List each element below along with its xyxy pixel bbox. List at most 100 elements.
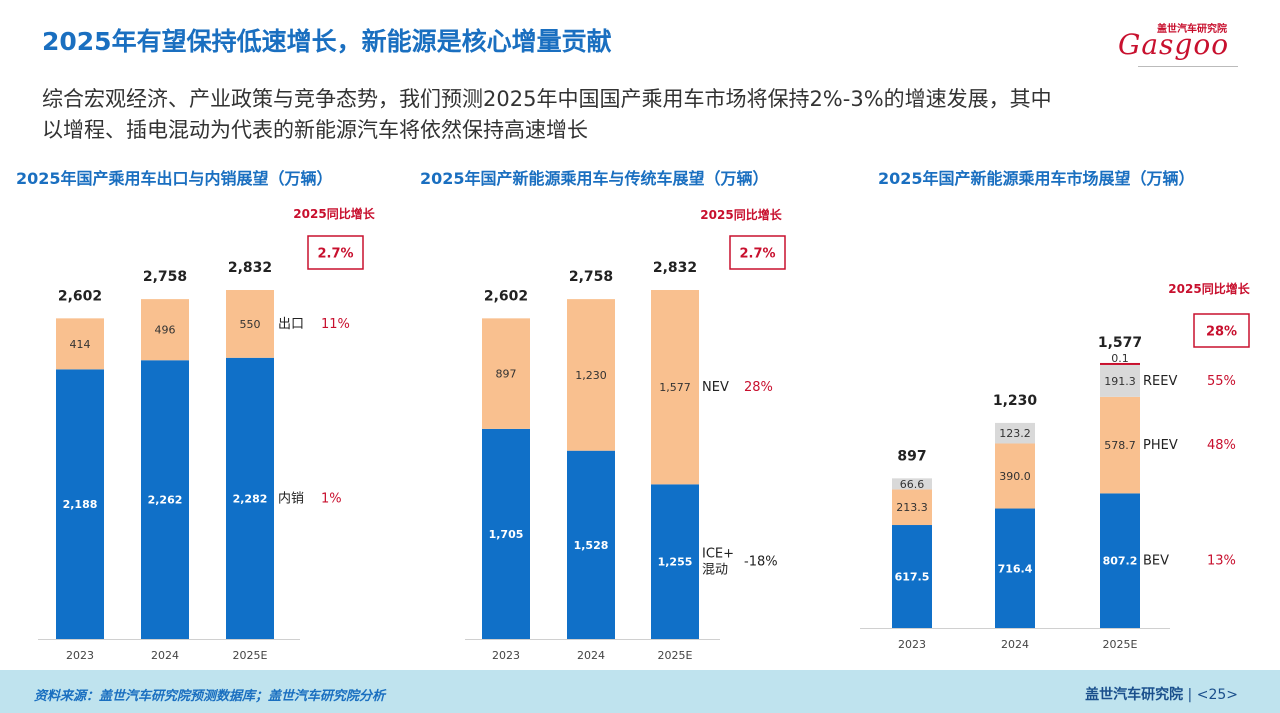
chart-2-tick-2023: 2023	[492, 649, 520, 662]
chart-3-growth-REEV: 55%	[1207, 374, 1236, 389]
chart-3-label-BEV-2023: 617.5	[895, 571, 930, 584]
chart-3-label-REEV-2024: 123.2	[999, 427, 1031, 440]
chart-2-tick-2024: 2024	[577, 649, 605, 662]
chart-3-total-2025E: 1,577	[1098, 335, 1142, 351]
chart-2-bar-ICE+混动-2023	[482, 428, 530, 639]
charts-canvas: 2,188 414 2,602 2023 2,262 496 2,758 2024 2,282 5…	[38, 206, 1251, 662]
chart-2-bar-NEV-2025E	[651, 290, 699, 485]
chart-3-title: 2025年国产新能源乘用车市场展望（万辆）	[878, 169, 1195, 188]
footer-bar: 资料来源：盖世汽车研究院预测数据库；盖世汽车研究院分析 盖世汽车研究院 | <2…	[0, 670, 1280, 713]
chart-3-bar-REEV-2023	[892, 478, 932, 490]
chart-1-title: 2025年国产乘用车出口与内销展望（万辆）	[16, 169, 333, 188]
chart-2-label-NEV-2024: 1,230	[575, 369, 607, 382]
chart-1-label-出口-2024: 496	[155, 324, 176, 337]
footer-org: 盖世汽车研究院	[1085, 687, 1184, 703]
chart-3-label-BEV-2024: 716.4	[998, 562, 1033, 575]
chart-2-yoy-title: 2025同比增长	[700, 207, 782, 222]
subtitle-line-1: 综合宏观经济、产业政策与竞争态势，我们预测2025年中国国产乘用车市场将保持2%…	[42, 87, 1052, 111]
chart-3-label-BEV-2025E: 807.2	[1103, 555, 1138, 568]
chart-1-label-内销-2023: 2,188	[63, 498, 98, 511]
chart-2-bar-NEV-2024	[567, 299, 615, 451]
chart-3-label-top-2025E: 0.1	[1111, 352, 1129, 365]
chart-3-bar-BEV-2024	[995, 508, 1035, 628]
chart-3-bar-REEV-2025E	[1100, 364, 1140, 397]
chart-1-yoy-value: 2.7%	[317, 247, 353, 262]
chart-2-bar-ICE+混动-2025E	[651, 484, 699, 639]
chart-2-title: 2025年国产新能源乘用车与传统车展望（万辆）	[420, 169, 769, 188]
chart-3-label-PHEV-2023: 213.3	[896, 501, 928, 514]
chart-1-label-出口-2023: 414	[70, 338, 91, 351]
chart-2-label-ICE+混动-2023: 1,705	[489, 528, 524, 541]
logo-cn-text: 盖世汽车研究院	[1157, 24, 1227, 35]
chart-1-bar-内销-2023	[56, 369, 104, 639]
chart-3-bar-top-2025E	[1100, 362, 1140, 365]
chart-2-yoy-value: 2.7%	[739, 247, 775, 262]
chart-1-label-内销-2025E: 2,282	[233, 492, 268, 505]
chart-2-growth-NEV: 28%	[744, 380, 773, 395]
chart-1-bar-内销-2025E	[226, 357, 274, 639]
footer-right: 盖世汽车研究院 | <25>	[1085, 684, 1238, 704]
chart-1-bar-出口-2024	[141, 299, 189, 361]
footer-source: 资料来源：盖世汽车研究院预测数据库；盖世汽车研究院分析	[34, 689, 386, 704]
chart-1-legend-内销: 内销	[278, 490, 304, 506]
chart-3-label-REEV-2025E: 191.3	[1104, 375, 1136, 388]
chart-2-label-NEV-2023: 897	[496, 368, 517, 381]
chart-1-yoy-box	[307, 235, 364, 270]
chart-1-tick-2024: 2024	[151, 649, 179, 662]
page-number: <25>	[1196, 687, 1238, 703]
gasgoo-logo: 盖世汽车研究院 Gasgoo	[1112, 20, 1238, 68]
chart-3-label-PHEV-2024: 390.0	[999, 470, 1031, 483]
chart-3-bar-REEV-2024	[995, 422, 1035, 444]
chart-2-bar-NEV-2023	[482, 318, 530, 429]
logo-wordmark: Gasgoo	[1118, 28, 1230, 61]
chart-3-total-2023: 897	[897, 448, 926, 464]
chart-1-total-2025E: 2,832	[228, 260, 272, 276]
chart-3-growth-BEV: 13%	[1207, 554, 1236, 569]
page-title: 2025年有望保持低速增长，新能源是核心增量贡献	[42, 27, 612, 56]
chart-2-label-NEV-2025E: 1,577	[659, 381, 691, 394]
chart-2-label-ICE+混动-2025E: 1,255	[658, 556, 693, 569]
chart-1-label-出口-2025E: 550	[240, 318, 261, 331]
chart-3-bar-PHEV-2024	[995, 443, 1035, 509]
chart-2-total-2024: 2,758	[569, 269, 613, 285]
chart-3-legend-REEV: REEV	[1143, 374, 1177, 389]
chart-2-bar-ICE+混动-2024	[567, 450, 615, 639]
chart-3-label-REEV-2023: 66.6	[900, 478, 925, 491]
chart-2-legend-NEV: NEV	[702, 380, 729, 395]
chart-2-tick-2025E: 2025E	[658, 649, 693, 662]
chart-2-total-2023: 2,602	[484, 288, 528, 304]
chart-2-yoy-box	[729, 235, 786, 270]
chart-1-total-2024: 2,758	[143, 269, 187, 285]
page-subtitle: 综合宏观经济、产业政策与竞争态势，我们预测2025年中国国产乘用车市场将保持2%…	[42, 84, 1242, 146]
chart-2-legend-ICE+混动-2: 混动	[702, 563, 728, 578]
chart-1-bar-出口-2025E	[226, 290, 274, 358]
chart-3-yoy-value: 28%	[1206, 325, 1237, 340]
chart-1-bar-出口-2023	[56, 318, 104, 370]
chart-3-legend-BEV: BEV	[1143, 554, 1169, 569]
chart-1-growth-内销: 1%	[321, 491, 342, 506]
chart-1-growth-出口: 11%	[321, 317, 350, 332]
chart-1-bar-内销-2024	[141, 360, 189, 639]
chart-1-total-2023: 2,602	[58, 288, 102, 304]
chart-3-tick-2025E: 2025E	[1103, 638, 1138, 651]
chart-1-yoy-title: 2025同比增长	[293, 206, 375, 221]
chart-3-total-2024: 1,230	[993, 393, 1038, 409]
chart-3-legend-PHEV: PHEV	[1143, 438, 1178, 453]
chart-2-label-ICE+混动-2024: 1,528	[574, 539, 609, 552]
chart-2-legend-ICE+混动: ICE+	[702, 547, 734, 562]
chart-1-label-内销-2024: 2,262	[148, 494, 183, 507]
chart-2-growth-ICE+混动: -18%	[744, 555, 778, 570]
chart-3-tick-2024: 2024	[1001, 638, 1029, 651]
chart-3-yoy-box	[1193, 313, 1250, 348]
chart-1-tick-2025E: 2025E	[233, 649, 268, 662]
footer-divider: |	[1187, 687, 1193, 703]
chart-1-legend-出口: 出口	[278, 317, 304, 332]
chart-3-bar-BEV-2023	[892, 525, 932, 628]
chart-3-bar-PHEV-2023	[892, 489, 932, 526]
logo-underline	[1138, 66, 1238, 67]
chart-3-tick-2023: 2023	[898, 638, 926, 651]
chart-3-label-PHEV-2025E: 578.7	[1104, 439, 1136, 452]
chart-3-yoy-title: 2025同比增长	[1168, 281, 1250, 296]
chart-1-tick-2023: 2023	[66, 649, 94, 662]
subtitle-line-2: 以增程、插电混动为代表的新能源汽车将依然保持高速增长	[42, 118, 588, 142]
